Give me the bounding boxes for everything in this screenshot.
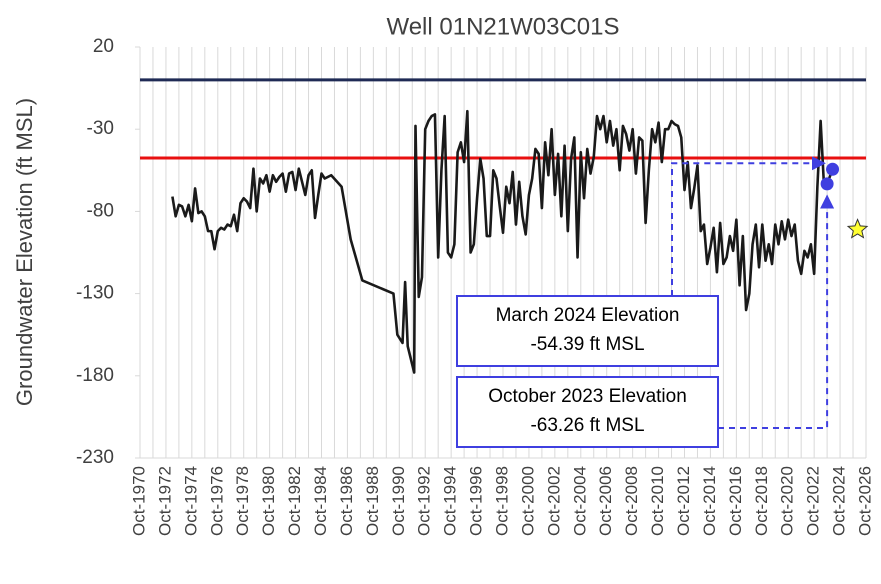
x-tick-label: Oct-2008 [622, 466, 641, 536]
x-tick-label: Oct-1978 [233, 466, 252, 536]
x-tick-label: Oct-2026 [855, 466, 874, 536]
highlight-point [820, 177, 834, 191]
x-tick-label: Oct-2016 [726, 466, 745, 536]
x-tick-label: Oct-1988 [363, 466, 382, 536]
x-tick-label: Oct-1970 [129, 466, 148, 536]
annotation-connector [718, 194, 835, 429]
y-tick-label: -130 [76, 283, 114, 304]
x-tick-label: Oct-2022 [804, 466, 823, 536]
x-tick-label: Oct-2004 [570, 466, 589, 536]
x-tick-label: Oct-2012 [674, 466, 693, 536]
x-tick-label: Oct-1990 [389, 466, 408, 536]
y-tick-label: -80 [87, 200, 114, 221]
annotation-text: -63.26 ft MSL [530, 415, 644, 436]
annotation-connector [671, 156, 826, 296]
x-tick-label: Oct-2006 [596, 466, 615, 536]
series-line [171, 109, 834, 374]
annotation-text: -54.39 ft MSL [530, 334, 644, 355]
x-tick-label: Oct-2000 [518, 466, 537, 536]
y-tick-label: -30 [87, 118, 114, 139]
x-tick-label: Oct-1974 [181, 466, 200, 536]
x-tick-label: Oct-2024 [830, 466, 849, 536]
annotation-text: October 2023 Elevation [488, 386, 687, 407]
star-marker [846, 218, 869, 239]
x-tick-label: Oct-1986 [337, 466, 356, 536]
y-axis-title: Groundwater Elevation (ft MSL) [12, 98, 37, 406]
x-tick-label: Oct-2002 [544, 466, 563, 536]
x-tick-label: Oct-1984 [311, 466, 330, 536]
x-tick-label: Oct-1972 [155, 466, 174, 536]
x-tick-label: Oct-1982 [285, 466, 304, 536]
x-tick-label: Oct-1980 [259, 466, 278, 536]
x-tick-label: Oct-1996 [467, 466, 486, 536]
x-tick-label: Oct-1992 [415, 466, 434, 536]
x-tick-label: Oct-1976 [207, 466, 226, 536]
x-tick-label: Oct-2010 [648, 466, 667, 536]
x-tick-label: Oct-2018 [752, 466, 771, 536]
y-tick-label: -230 [76, 447, 114, 468]
x-tick-label: Oct-1994 [441, 466, 460, 536]
y-tick-label: -180 [76, 365, 114, 386]
chart-title: Well 01N21W03C01S [386, 13, 619, 40]
highlight-point [826, 162, 840, 176]
x-tick-label: Oct-2020 [778, 466, 797, 536]
x-tick-label: Oct-1998 [492, 466, 511, 536]
x-tick-label: Oct-2014 [700, 466, 719, 536]
annotation-text: March 2024 Elevation [496, 305, 680, 326]
annotation-box [456, 376, 719, 448]
annotation-box [456, 295, 719, 367]
y-tick-label: 20 [93, 36, 114, 57]
